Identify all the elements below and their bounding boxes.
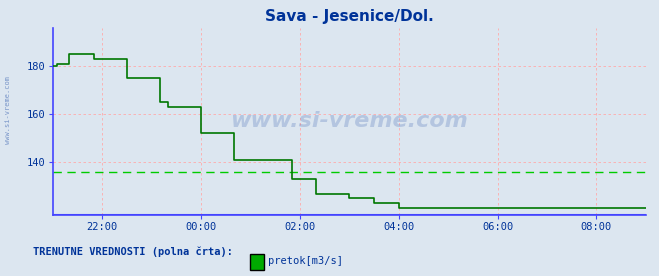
Text: www.si-vreme.com: www.si-vreme.com [5,76,11,144]
Text: pretok[m3/s]: pretok[m3/s] [268,256,343,266]
Title: Sava - Jesenice/Dol.: Sava - Jesenice/Dol. [265,9,434,24]
Text: TRENUTNE VREDNOSTI (polna črta):: TRENUTNE VREDNOSTI (polna črta): [33,247,233,257]
Text: www.si-vreme.com: www.si-vreme.com [231,112,468,131]
